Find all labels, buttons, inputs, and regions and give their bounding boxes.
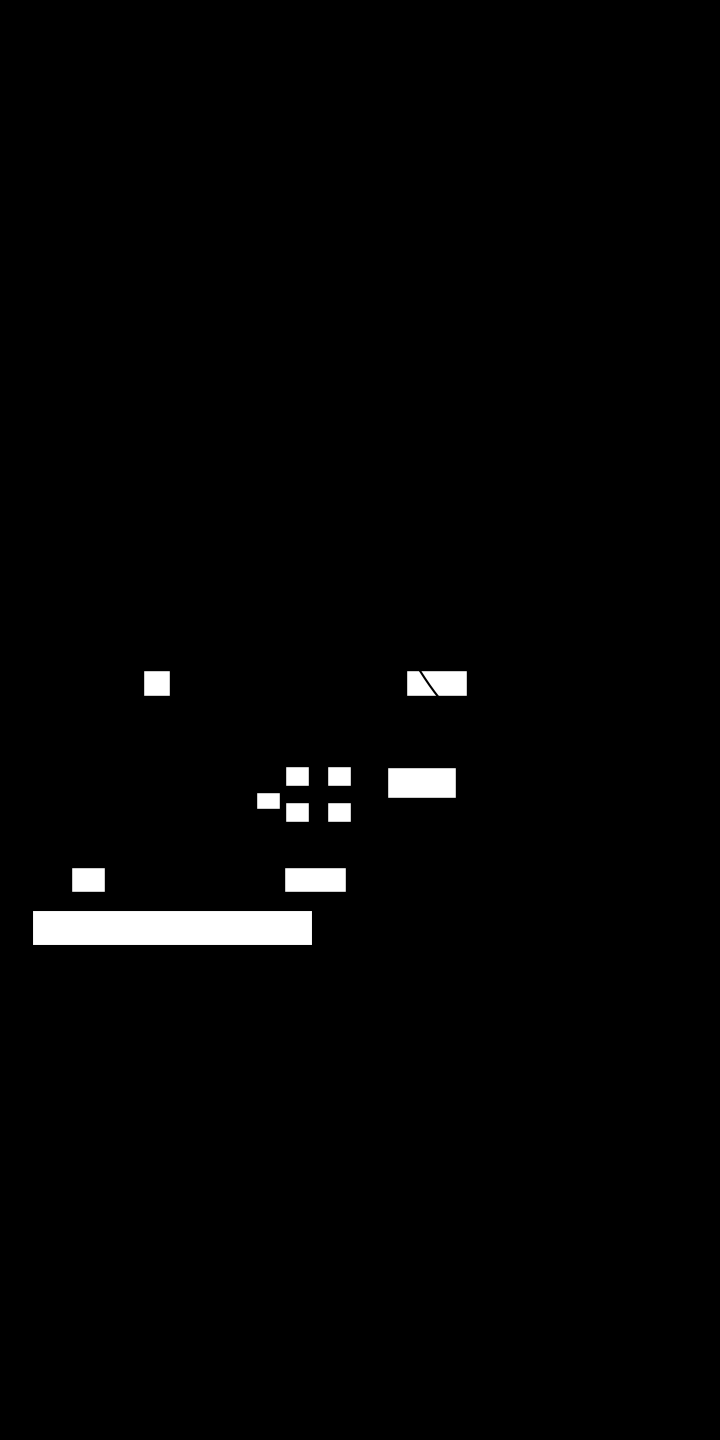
Text: $y - y_0$: $y - y_0$ [112,785,147,799]
Text: Finally, the equation of the tangent line with slope: Finally, the equation of the tangent lin… [32,851,369,864]
Text: .  To get the equation of the line, we need: . To get the equation of the line, we ne… [85,539,364,552]
Text: $y = x^2$: $y = x^2$ [592,569,629,589]
FancyBboxPatch shape [285,766,309,786]
Text: $P$: $P$ [649,592,658,605]
Text: given $x_0 = 2$.  However, the $y$-coordinate of $x_0$ is: given $x_0 = 2$. However, the $y$-coordi… [32,615,356,632]
FancyBboxPatch shape [32,910,313,946]
FancyBboxPatch shape [387,768,456,798]
Text: $-$: $-$ [311,783,322,796]
Text: $=$: $=$ [180,786,194,799]
FancyBboxPatch shape [327,802,351,822]
Text: $m =$: $m =$ [32,890,60,903]
FancyBboxPatch shape [143,670,170,696]
Text: and passing through $P$: and passing through $P$ [108,890,269,907]
Text: Now, we look for the slope:: Now, we look for the slope: [32,732,215,744]
Text: $=$: $=$ [360,786,374,799]
Text: $\lim_{x \to}$: $\lim_{x \to}$ [207,786,228,808]
FancyBboxPatch shape [256,792,280,809]
FancyBboxPatch shape [285,802,309,822]
Text: .  Hence, $P$ has the coordinates: . Hence, $P$ has the coordinates [173,693,383,708]
FancyBboxPatch shape [327,766,351,786]
FancyBboxPatch shape [71,867,105,893]
Text: Solution: Solution [32,539,95,552]
Text: gives us $y_0 =$: gives us $y_0 =$ [32,693,120,710]
Text: $-$: $-$ [311,806,322,819]
Text: is: is [349,890,369,903]
Text: easy to find by substituting $x_0 = 2$ into $y = x^2$.  This: easy to find by substituting $x_0 = 2$ i… [32,654,374,674]
FancyBboxPatch shape [284,867,346,893]
Text: $x - x_0$: $x - x_0$ [112,801,147,814]
Text: 2: 2 [637,757,644,770]
Text: $\lim_{x \to x_0}$: $\lim_{x \to x_0}$ [47,786,71,809]
FancyBboxPatch shape [406,670,467,696]
Text: the point $P(x_0, y_0)$ and the slope $m$.  We are only: the point $P(x_0, y_0)$ and the slope $m… [32,577,357,593]
Text: 1.  Find the equation of the tangent line to $y = x^2$ at $x = 1$.: 1. Find the equation of the tangent line… [18,500,406,518]
